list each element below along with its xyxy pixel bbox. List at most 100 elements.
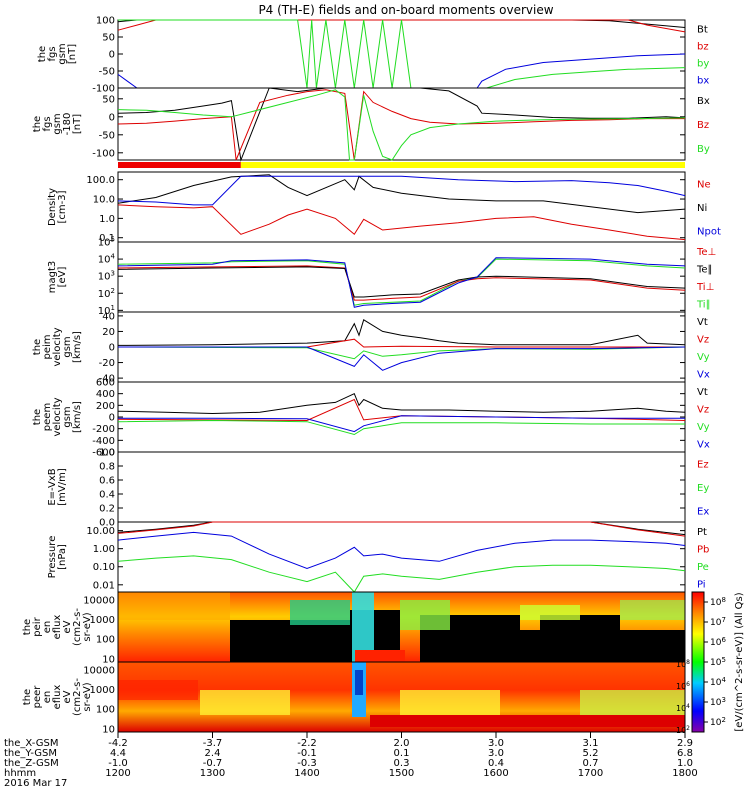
y-tick-label: 50 [102,94,115,105]
x-row-value: 2.9 [677,738,693,749]
y-tick-label: 50 [102,33,115,44]
y-tick-label: 40 [102,311,115,322]
x-row-value: 4.4 [110,748,126,759]
legend-entry: Ti⊥ [696,282,714,293]
colorbar-tick-label: 103 [710,696,726,708]
x-row-value: -3.7 [203,738,223,749]
panel-pressure: 10.00 1.00 0.10 0.01 Pressure [nPa] Pt Pb Pe Pi [47,521,709,593]
x-row-value: 1700 [578,768,603,779]
legend-entry: Pe [697,562,709,573]
legend-entry: Ne [697,180,711,191]
y-tick-label: -50 [99,130,115,141]
spectrogram-layer [117,591,686,733]
y-tick-label: 0.6 [99,476,115,487]
figure-title: P4 (TH-E) fields and on-board moments ov… [258,3,553,17]
y-axis-label: (cm2-s- [72,678,83,716]
y-axis-label: gsm [62,336,73,357]
x-row-label: the_X-GSM [4,738,58,749]
series-Ti⊥-line [117,265,686,301]
x-row-value: 6.8 [677,748,693,759]
y-axis-label: the [22,619,33,635]
x-row-value: 1300 [200,768,225,779]
panel-frame [117,87,686,161]
series-Vt-line [117,319,686,346]
y-tick-label: 0.4 [99,490,115,501]
y-tick-label: 102 [98,287,115,300]
legend-entry: bx [697,76,709,87]
y-axis-label: [km/s] [72,401,83,433]
colorbar-tick-label: 105 [710,656,726,668]
series-Ni-line [117,174,686,214]
colorbar: 108 107 106 105 104 103 102 108 106 104 102 [eV/(c… [676,591,745,735]
series-Vt-line [117,393,686,415]
panel-frame [117,381,686,453]
y-tick-label: 100 [96,705,115,716]
series-Vx-line [118,346,686,371]
legend-entry: Bt [697,25,708,36]
x-row-value: 1400 [294,768,319,779]
series-bx-line [117,53,686,89]
colorbar-tick-label: 107 [710,616,726,628]
date-label: 2016 Mar 17 [4,778,67,789]
series-By-line [117,89,686,161]
y-axis-label: peer [32,685,43,709]
panel-peim_velocity: 40 20 0 -20 -40 the peim velocity gsm [km/s] Vt Vz V… [32,311,710,384]
legend-entry: Vz [697,404,709,415]
series-Te∥-line [117,266,686,298]
y-tick-label: -40 [99,374,115,385]
x-axis-annotation: the_X-GSM -4.2 -3.7 -2.2 2.0 3.0 3.1 2.9 the_Y-G… [4,732,698,789]
x-row-value: -0.7 [203,758,223,769]
series-Ne-line [117,204,686,241]
series-Ti∥-line [117,258,686,306]
legend-entry: Te⊥ [696,247,716,258]
y-tick-label: 10 [102,724,115,735]
y-tick-label: 100 [96,635,115,646]
x-row-value: 1.0 [677,758,693,769]
y-axis-label: eV [62,690,73,703]
legend-entry: By [697,144,710,155]
legend-entry: Bz [697,120,709,131]
y-tick-label: -20 [99,358,115,369]
y-tick-label: 10000 [83,665,115,676]
legend-entry: Te∥ [696,264,713,275]
series-Pe-line [117,555,686,593]
y-axis-label: Pressure [47,536,58,579]
y-tick-label: -400 [92,436,115,447]
y-axis-label: fgs [47,46,58,61]
legend-entry: bz [697,42,709,53]
y-tick-label: 400 [96,389,115,400]
x-row-value: 0.7 [583,758,599,769]
colorbar-tick-label: 104 [710,676,726,688]
y-tick-label: 0.2 [99,504,115,515]
y-axis-label: gsm [52,113,63,134]
y-tick-label: 0.10 [93,562,115,573]
panel-frame [117,19,686,89]
x-row-value: 3.0 [488,748,504,759]
y-tick-label: -100 [92,84,115,95]
y-tick-label: 0 [109,413,115,424]
y-tick-label: 100 [96,16,115,27]
panel-efield: 1.0 0.8 0.6 0.4 0.2 0.0 E=-VxB [mV/m] Ez Ey Ex [47,448,709,529]
x-row-value: 5.2 [583,748,599,759]
x-row-value: 1600 [483,768,508,779]
colorbar-label: [eV/(cm^2-s-sr-eV)] (All Qs) [734,592,745,731]
x-row-value: 0.3 [394,758,410,769]
series-by-line [118,19,686,89]
y-axis-label: the [32,409,43,425]
y-axis-label: the [37,46,48,62]
y-axis-label: -180 [62,113,73,136]
series-Npot-line [117,175,686,206]
legend-entry: Vt [697,317,708,328]
y-tick-label: -100 [92,148,115,159]
x-row-label: the_Y-GSM [4,748,57,759]
panel-frame [117,521,686,593]
y-tick-label: 0.1 [99,233,115,244]
x-row-value: 1800 [672,768,697,779]
legend-entry: Ey [697,483,709,494]
legend-entry: Pi [697,579,706,590]
y-tick-label: 10.00 [86,526,115,537]
state-bar [118,162,685,168]
y-axis-label: (cm2-s- [72,608,83,646]
